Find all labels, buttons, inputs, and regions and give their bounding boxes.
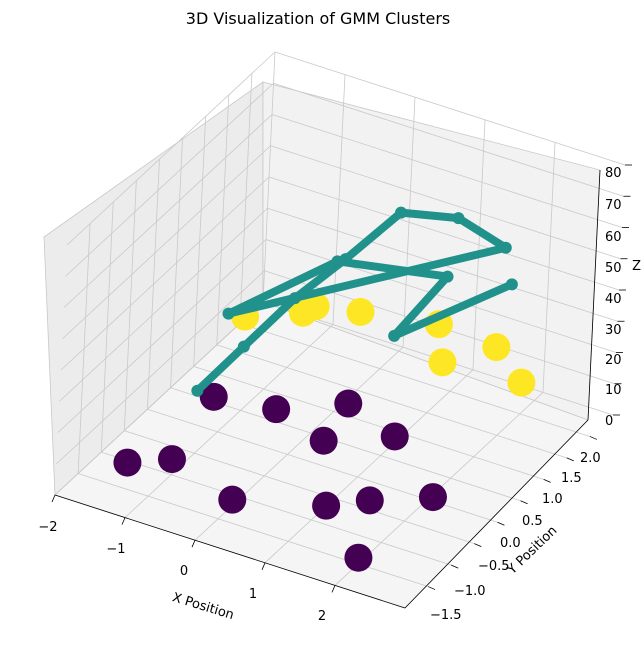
chart-title: 3D Visualization of GMM Clusters <box>186 9 450 28</box>
y-tick-label: 0.5 <box>522 514 543 529</box>
grid-line <box>170 387 521 502</box>
grid-line <box>65 82 274 277</box>
cluster-0-point <box>157 445 186 474</box>
grid-line <box>193 365 544 480</box>
y-tick <box>427 586 436 590</box>
x-tick-label: −1 <box>106 542 125 557</box>
z-tick-label: 20 <box>605 353 622 368</box>
x-tick-label: 1 <box>249 587 257 602</box>
x-tick <box>121 517 126 525</box>
grid-line <box>270 145 621 260</box>
y-tick-label: 2.0 <box>580 451 601 466</box>
grid-line <box>62 145 271 340</box>
grid-line <box>60 176 270 371</box>
cluster-0-point <box>380 422 409 451</box>
z-tick-label: 60 <box>605 230 622 245</box>
z-axis-line <box>587 169 601 421</box>
cluster-0-point <box>312 491 341 520</box>
cluster-1-trace <box>241 295 298 350</box>
y-tick <box>566 457 574 462</box>
z-tick-label: 80 <box>605 166 622 181</box>
y-tick <box>520 500 528 505</box>
cluster-1-trace <box>227 243 507 318</box>
x-tick-label: −2 <box>38 520 57 535</box>
y-tick <box>474 543 482 548</box>
cluster-2-point <box>482 333 511 362</box>
cluster-1-trace <box>456 214 508 252</box>
data-points <box>113 206 536 572</box>
grid-line <box>56 270 265 465</box>
grid-line <box>77 473 429 587</box>
grid-line <box>264 369 474 564</box>
x-axis-label: X Position <box>170 590 235 623</box>
x-tick-label: 2 <box>318 609 326 624</box>
grid-line <box>101 451 452 566</box>
y-tick-label: 1.0 <box>542 492 563 507</box>
cluster-1-trace <box>343 209 404 263</box>
grid-line <box>63 114 273 308</box>
grid-line <box>271 114 623 228</box>
cluster-2-point <box>507 368 536 397</box>
y-tick-label: −0.5 <box>478 559 510 574</box>
y-tick <box>451 564 459 569</box>
grid-line <box>59 207 268 402</box>
y-tick <box>543 478 551 483</box>
cluster-1-trace <box>400 208 459 223</box>
cluster-0-point <box>309 426 338 455</box>
z-tick-label: 0 <box>605 414 613 429</box>
cluster-1-trace <box>194 343 247 394</box>
z-tick-label: 50 <box>605 261 622 276</box>
y-axis-line <box>404 419 589 609</box>
y-tick <box>497 521 505 526</box>
grid-line <box>265 239 617 353</box>
cluster-1-trace <box>336 257 449 281</box>
cluster-0-point <box>199 382 228 411</box>
cluster-1-trace <box>226 257 340 318</box>
grid-line <box>124 430 475 545</box>
x-tick <box>331 585 336 593</box>
cluster-2-point <box>346 297 375 326</box>
grid-line <box>274 51 626 166</box>
cluster-1-trace <box>392 280 514 340</box>
cluster-2-point <box>428 348 457 377</box>
x-tick-label: 0 <box>180 564 188 579</box>
cluster-0-point <box>344 543 373 572</box>
y-tick-label: −1.0 <box>454 584 486 599</box>
tick-marks <box>51 164 632 593</box>
cluster-1-trace <box>391 273 451 339</box>
cluster-0-point <box>334 389 363 418</box>
grid-line <box>57 239 267 433</box>
x-tick <box>51 494 56 503</box>
z-axis-label: Z <box>632 259 641 274</box>
grid-line <box>239 323 591 437</box>
cluster-0-point <box>418 483 447 512</box>
cluster-0-point <box>262 395 291 424</box>
grid-line <box>124 324 334 518</box>
z-tick-label: 70 <box>605 198 622 213</box>
x-axis-line <box>54 494 406 609</box>
y-tick-label: 0.0 <box>500 536 521 551</box>
cluster-0-point <box>218 485 247 514</box>
y-tick <box>589 436 598 440</box>
y-tick-label: −1.5 <box>430 608 462 623</box>
z-tick-label: 10 <box>605 383 622 398</box>
grid-line <box>273 82 624 197</box>
x-tick <box>191 540 196 548</box>
grid-line <box>268 176 620 291</box>
x-tick <box>261 562 266 570</box>
cluster-2-point <box>301 292 330 321</box>
cluster-0-point <box>355 486 384 515</box>
y-tick-label: 1.5 <box>561 471 582 486</box>
z-tick-label: 30 <box>605 323 622 338</box>
grid-line <box>66 51 276 246</box>
grid-line <box>54 301 264 496</box>
cluster-0-point <box>113 448 142 477</box>
grid-line <box>216 344 567 459</box>
z-tick-label: 40 <box>605 292 622 307</box>
